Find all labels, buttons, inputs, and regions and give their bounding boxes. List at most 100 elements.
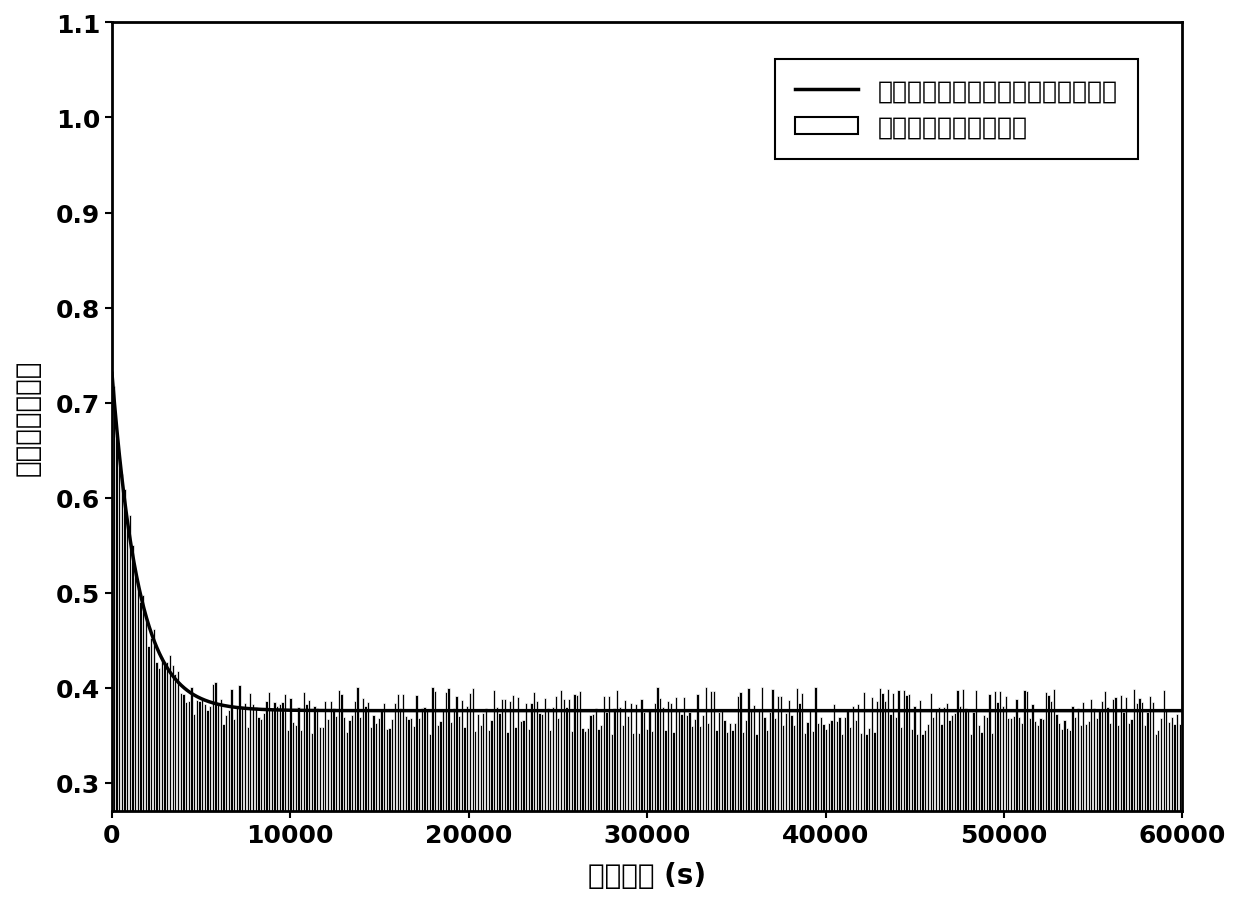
Bar [1092,708,1095,812]
Bar [1109,723,1111,812]
Bar [658,698,661,812]
Bar [536,702,538,812]
Bar [212,684,215,812]
Bar [887,689,889,812]
Bar [1007,719,1009,812]
Bar [549,731,552,812]
Bar [670,703,672,812]
Bar [203,704,206,812]
Bar [898,691,900,812]
Bar [215,683,217,812]
Bar [1039,719,1042,812]
Bar [1042,719,1044,812]
Bar [649,709,651,812]
Bar [611,734,613,812]
Bar [1016,699,1018,812]
Bar [314,706,316,812]
Bar [222,724,224,812]
Bar [193,714,195,812]
Bar [238,685,241,812]
Bar [464,727,466,812]
Bar [1071,706,1074,812]
Bar [466,706,469,812]
Bar [873,732,875,812]
Bar [217,704,219,812]
Bar [231,690,233,812]
Bar [490,721,492,812]
Bar [1182,694,1183,812]
Bar [841,734,843,812]
Bar [324,702,326,812]
Bar [653,703,656,812]
Bar [771,689,774,812]
Bar [321,727,324,812]
Bar [120,475,123,812]
Bar [1069,731,1071,812]
Bar [632,733,635,812]
Bar [281,702,284,812]
Y-axis label: 归一化剪切模量: 归一化剪切模量 [14,359,42,476]
Bar [656,687,658,812]
Bar [884,701,887,812]
Bar [977,725,980,812]
Bar [351,716,353,812]
Bar [458,716,460,812]
Bar [1163,690,1164,812]
Bar [337,691,340,812]
Bar [1133,689,1136,812]
Bar [427,710,428,812]
Bar [833,704,836,812]
Bar [905,695,908,812]
Bar [150,638,153,812]
Bar [614,709,616,812]
Bar [608,696,610,812]
Bar [374,723,377,812]
Bar [748,688,750,812]
Bar [624,701,626,812]
Bar [1154,734,1157,812]
Bar [501,699,503,812]
Bar [1173,724,1176,812]
Bar [1074,717,1076,812]
Bar [919,701,921,812]
Bar [370,728,372,812]
Bar [1004,696,1007,812]
Bar [868,729,870,812]
Bar [244,703,246,812]
Bar [257,717,259,812]
Bar [646,729,647,812]
Bar [790,715,792,812]
Bar [362,698,365,812]
Bar [1034,721,1037,812]
Bar [541,713,543,812]
Bar [1050,701,1053,812]
Bar [164,662,166,812]
Bar [983,715,986,812]
Bar [198,702,201,812]
Bar [806,721,808,812]
Bar [570,731,573,812]
Bar [1168,721,1171,812]
Bar [854,721,857,812]
Bar [391,720,393,812]
Bar [402,694,404,812]
Bar [219,699,222,812]
Bar [404,716,407,812]
Bar [265,702,268,812]
Bar [699,726,702,812]
Bar [206,711,208,812]
Bar [388,729,391,812]
Bar [439,721,441,812]
Bar [340,694,342,812]
Bar [619,707,621,812]
Bar [284,694,286,812]
Bar [538,713,541,812]
Bar [640,699,642,812]
Bar [394,703,396,812]
Bar [605,712,608,812]
Bar [965,708,967,812]
Bar [277,706,278,812]
Bar [1076,708,1079,812]
Bar [520,721,522,812]
Bar [742,732,744,812]
